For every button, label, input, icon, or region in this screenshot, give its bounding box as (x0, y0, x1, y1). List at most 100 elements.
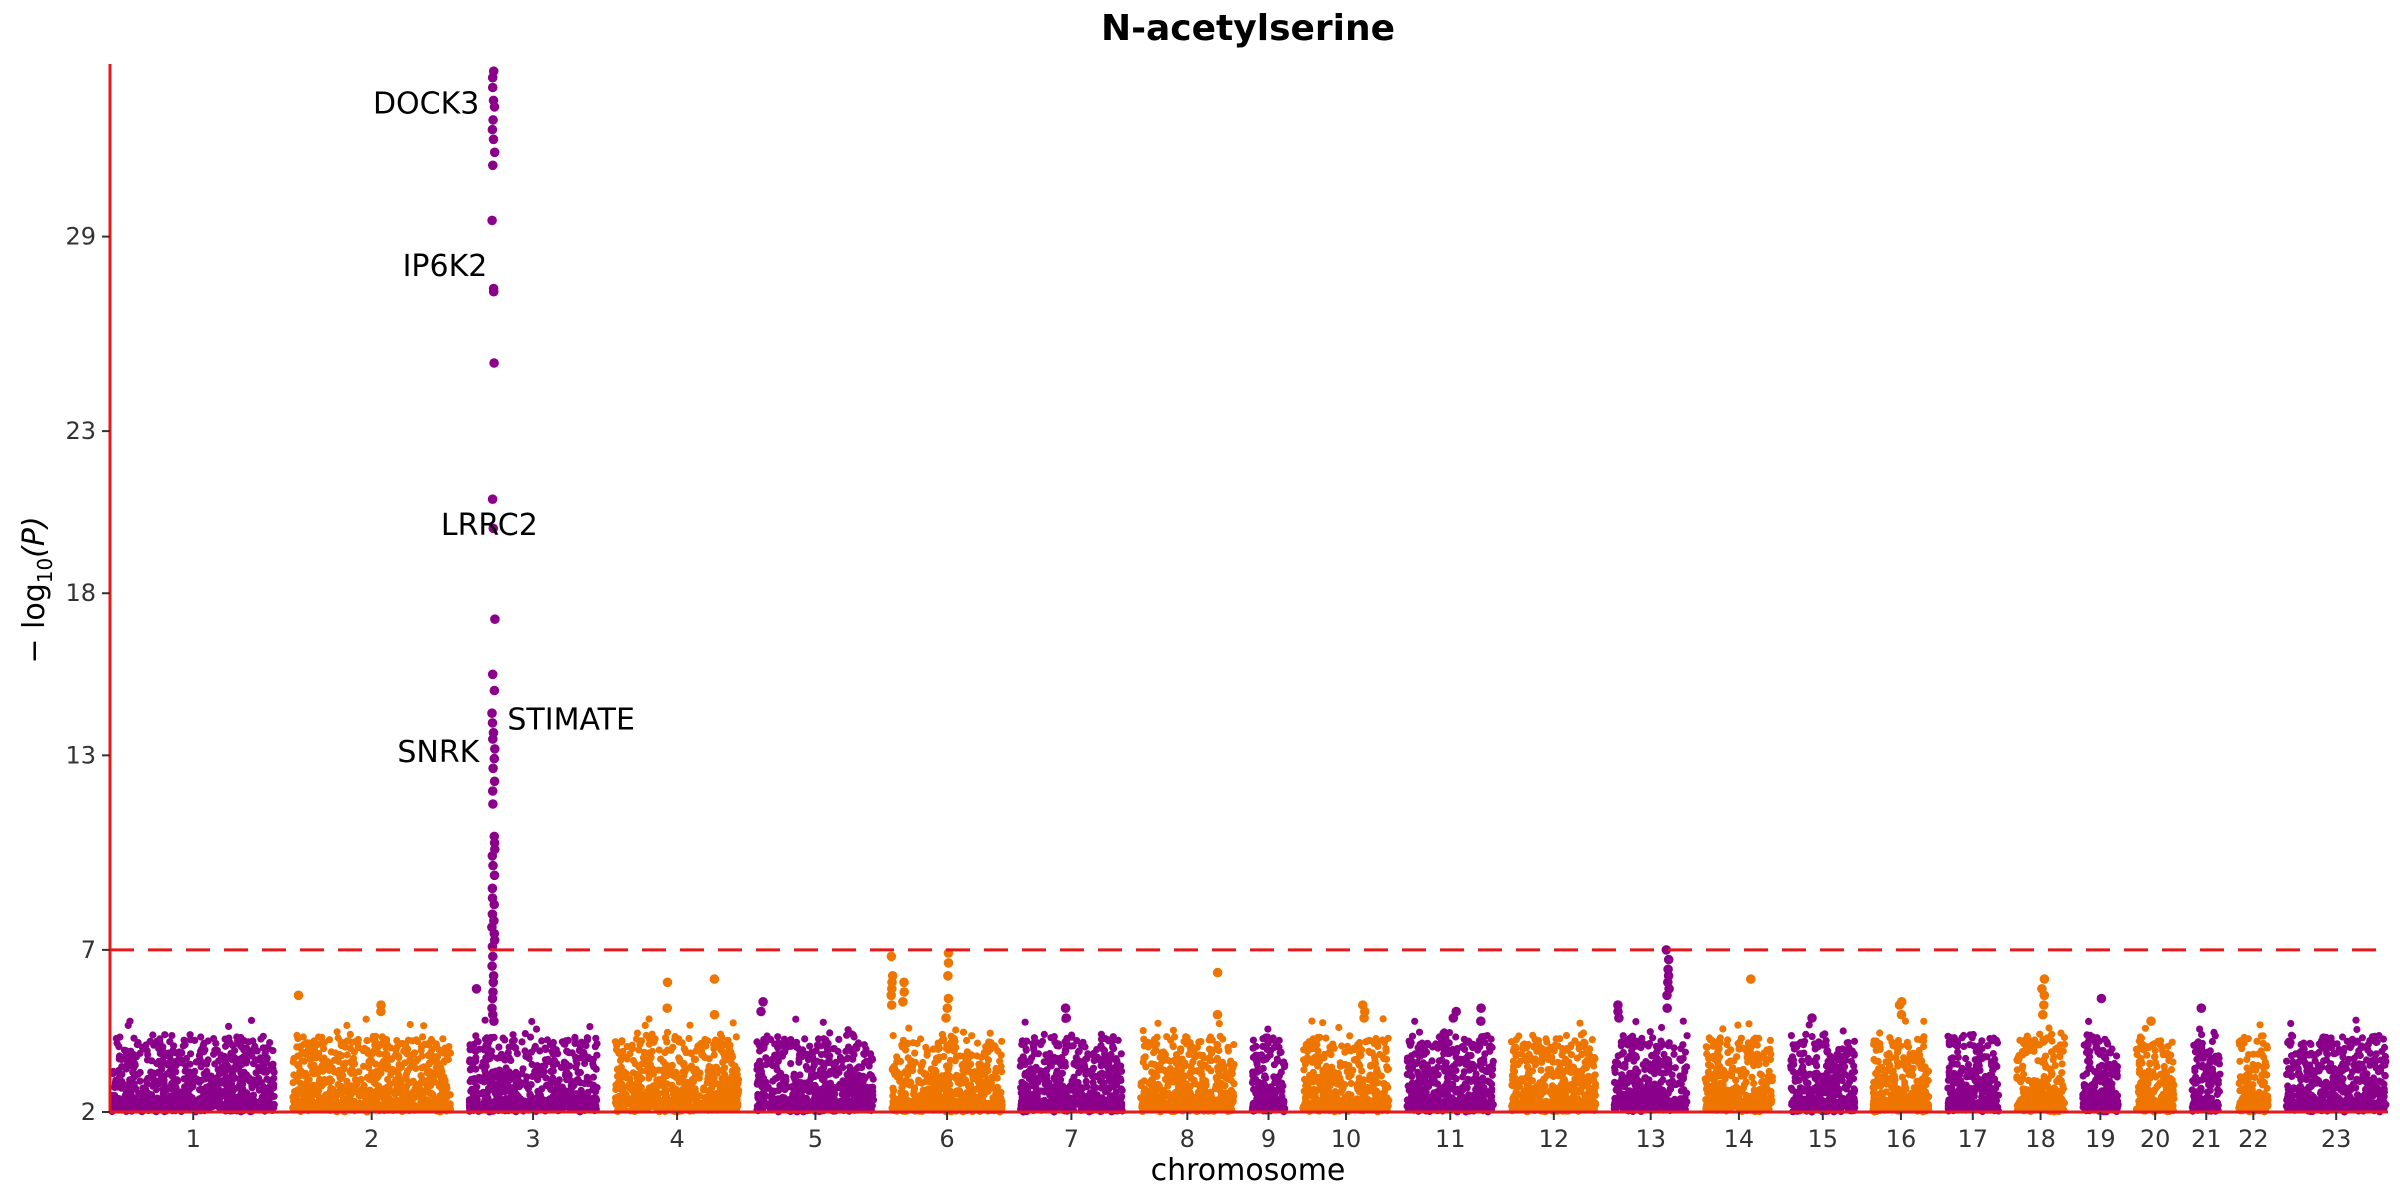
snp-point (413, 1083, 421, 1092)
snp-point (129, 1068, 137, 1076)
snp-point (689, 1094, 697, 1103)
snp-point (937, 1101, 945, 1109)
snp-point (393, 1043, 401, 1051)
snp-point (731, 1062, 739, 1070)
snp-point (496, 1054, 504, 1062)
snp-point (144, 1051, 152, 1059)
snp-point (591, 1102, 600, 1110)
snp-point (184, 1103, 192, 1111)
snp-point (242, 1055, 250, 1063)
snp-point (817, 1085, 825, 1093)
snp-point (197, 1063, 205, 1071)
snp-point (678, 1094, 687, 1102)
snp-point (732, 1033, 740, 1041)
snp-point (338, 1052, 346, 1060)
snp-point (573, 1060, 581, 1068)
snp-point (634, 1100, 642, 1108)
snp-point (544, 1055, 552, 1063)
snp-point (680, 1072, 688, 1080)
snp-point (144, 1074, 152, 1082)
snp-point (122, 1103, 130, 1111)
snp-point (248, 1082, 256, 1090)
snp-point (568, 1049, 576, 1057)
snp-point (1098, 1056, 1106, 1064)
snp-point (235, 1099, 243, 1108)
snp-point (942, 1062, 951, 1070)
snp-point (521, 1047, 529, 1055)
snp-point (352, 1100, 360, 1108)
snp-point (322, 1091, 330, 1099)
snp-point (360, 1044, 369, 1052)
snp-point (216, 1070, 224, 1078)
snp-point (333, 1028, 341, 1036)
snp-point (472, 1065, 480, 1073)
snp-point (520, 1097, 529, 1105)
snp-point (1092, 1084, 1100, 1092)
snp-point (703, 1099, 711, 1107)
snp-point (122, 1087, 130, 1095)
snp-point (178, 1049, 186, 1057)
snp-point (326, 1078, 334, 1086)
snp-point (787, 1060, 795, 1068)
snp-point (682, 1049, 690, 1057)
snp-point (1102, 1100, 1110, 1108)
snp-point (160, 1079, 168, 1087)
snp-point (1022, 1046, 1030, 1054)
snp-point (493, 1073, 501, 1081)
snp-point (406, 1063, 414, 1072)
snp-point (802, 1094, 811, 1102)
snp-point (182, 1054, 190, 1063)
snp-point (586, 1023, 594, 1031)
snp-point (267, 1087, 275, 1095)
snp-point (641, 1097, 649, 1105)
snp-point (932, 1087, 940, 1095)
snp-point (298, 1100, 306, 1108)
snp-point (936, 1053, 944, 1061)
snp-point (904, 1040, 912, 1048)
snp-point (325, 1036, 334, 1044)
snp-point (354, 1035, 362, 1044)
snp-point (1068, 1033, 1076, 1041)
snp-point (645, 1074, 653, 1082)
snp-point (656, 1081, 664, 1089)
snp-point (1040, 1088, 1049, 1096)
snp-point (372, 1071, 380, 1079)
snp-point (320, 1045, 328, 1053)
snp-point (911, 1049, 919, 1057)
snp-point (495, 1092, 503, 1100)
snp-point (799, 1101, 807, 1109)
snp-point (826, 1052, 834, 1060)
snp-point (817, 1065, 826, 1074)
snp-point (954, 1098, 962, 1106)
snp-point (361, 1093, 369, 1101)
snp-point (210, 1035, 218, 1043)
snp-point (502, 1095, 510, 1103)
snp-point (149, 1031, 157, 1039)
snp-point (190, 1073, 198, 1081)
snp-point (211, 1046, 219, 1054)
snp-point (959, 1060, 967, 1068)
snp-point (973, 1052, 981, 1060)
snp-point (263, 1075, 271, 1083)
snp-point (685, 1034, 693, 1043)
snp-point (255, 1063, 263, 1072)
snp-point (1117, 1076, 1125, 1085)
snp-point (764, 1060, 772, 1068)
snp-point (532, 1025, 541, 1033)
snp-point (1081, 1043, 1089, 1051)
snp-point (111, 1083, 119, 1092)
snp-point (620, 1068, 628, 1076)
snp-point (910, 1085, 919, 1093)
snp-point (755, 1041, 763, 1049)
snp-point (772, 1062, 780, 1070)
snp-point (549, 1061, 558, 1070)
snp-point (781, 1042, 789, 1050)
snp-point (1051, 1084, 1059, 1092)
snp-point (431, 1053, 439, 1061)
snp-point (245, 1074, 253, 1082)
snp-point (431, 1095, 439, 1103)
snp-point (618, 1038, 626, 1046)
snp-point (326, 1059, 334, 1067)
snp-point (831, 1084, 840, 1092)
snp-point (129, 1097, 137, 1105)
